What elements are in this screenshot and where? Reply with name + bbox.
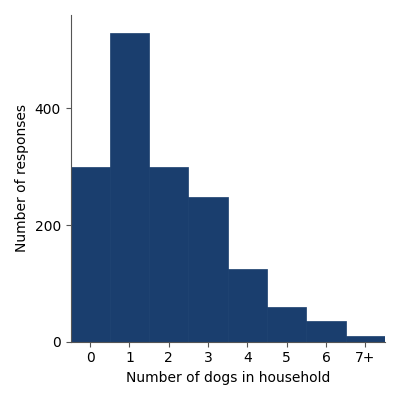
Bar [346,336,385,342]
Bar [149,167,188,342]
Bar [188,197,228,342]
Bar [110,32,149,342]
Bar [70,167,110,342]
Y-axis label: Number of responses: Number of responses [15,104,29,252]
X-axis label: Number of dogs in household: Number of dogs in household [126,371,330,385]
Bar [228,269,267,342]
Bar [267,307,306,342]
Bar [306,321,346,342]
